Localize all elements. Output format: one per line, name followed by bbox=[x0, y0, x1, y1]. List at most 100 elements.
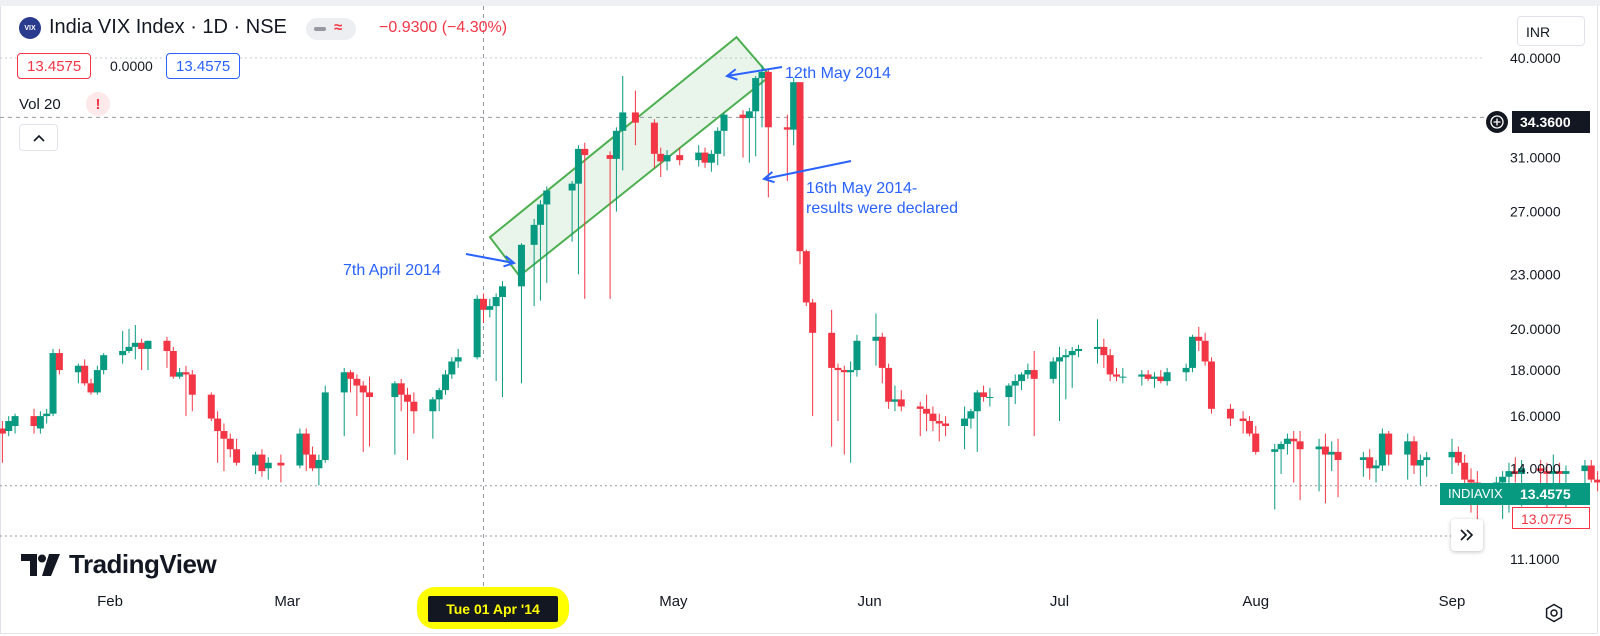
candle-body bbox=[5, 421, 13, 432]
price-tick-label: 14.0000 bbox=[1510, 460, 1561, 476]
candle-body bbox=[650, 122, 658, 154]
chart-mode-toggle[interactable]: ≈ bbox=[306, 18, 356, 40]
candle-body bbox=[397, 383, 405, 395]
candle-body bbox=[714, 130, 722, 154]
candle-body bbox=[619, 112, 627, 131]
candle-body bbox=[93, 370, 101, 393]
candle-body bbox=[1454, 451, 1462, 463]
candle-body bbox=[359, 385, 367, 393]
scroll-to-latest-button[interactable] bbox=[1451, 519, 1483, 551]
candle-body bbox=[1404, 441, 1412, 455]
candle-body bbox=[100, 355, 108, 371]
candle-body bbox=[1296, 441, 1304, 450]
candle-body bbox=[1359, 457, 1367, 461]
candle-body bbox=[55, 353, 63, 371]
candle-body bbox=[752, 78, 760, 112]
annotation-label: 7th April 2014 bbox=[343, 262, 441, 279]
candle-body bbox=[1100, 346, 1108, 356]
candle-body bbox=[1075, 348, 1083, 352]
candle-body bbox=[1018, 374, 1026, 382]
candle-body bbox=[214, 418, 222, 432]
candle-body bbox=[404, 394, 412, 402]
month-tick-label: Sep bbox=[1439, 593, 1466, 610]
candle-body bbox=[1562, 471, 1570, 474]
candles bbox=[0, 64, 1600, 523]
symbol-title[interactable]: India VIX Index · 1D · NSE bbox=[49, 16, 287, 38]
candle-body bbox=[1195, 336, 1203, 341]
candle-body bbox=[1150, 376, 1158, 379]
candle-body bbox=[1113, 374, 1120, 377]
candle-body bbox=[1011, 381, 1019, 386]
candle-body bbox=[315, 460, 323, 469]
candle-body bbox=[961, 418, 969, 426]
price-tick-label: 23.0000 bbox=[1510, 266, 1561, 282]
indicator-label[interactable]: Vol 20 bbox=[19, 96, 61, 113]
candle-body bbox=[74, 365, 82, 373]
buy-price-button[interactable]: 13.4575 bbox=[166, 53, 241, 79]
warning-icon[interactable]: ! bbox=[86, 92, 110, 116]
arrow-12-may-head bbox=[724, 68, 738, 81]
double-chevron-right-icon bbox=[1460, 529, 1474, 541]
candle-body bbox=[1106, 355, 1114, 375]
candle-body bbox=[1587, 465, 1595, 480]
time-axis: Feb Mar May Jun Jul Aug Sep bbox=[97, 593, 1465, 610]
rising-channel-drawing bbox=[488, 35, 772, 278]
candle-body bbox=[517, 244, 525, 287]
annotation-label: 12th May 2014 bbox=[785, 65, 891, 82]
chevron-up-icon bbox=[32, 134, 45, 142]
candle-body bbox=[1461, 462, 1469, 480]
candle-body bbox=[448, 361, 456, 375]
candle-body bbox=[11, 416, 19, 426]
candle-body bbox=[125, 346, 133, 352]
candle-body bbox=[1094, 346, 1102, 349]
candle-body bbox=[847, 370, 855, 373]
sell-price-button[interactable]: 13.4575 bbox=[17, 53, 92, 79]
price-tick-label: 40.0000 bbox=[1510, 50, 1561, 66]
last-price-badge: 13.4575 bbox=[1512, 483, 1590, 505]
candle-body bbox=[1467, 479, 1475, 483]
candle-body bbox=[1005, 385, 1013, 398]
candle-body bbox=[1271, 449, 1279, 452]
candle-body bbox=[1056, 357, 1064, 362]
candle-body bbox=[169, 351, 177, 377]
candle-body bbox=[891, 399, 899, 402]
candle-body bbox=[720, 114, 728, 131]
candle-body bbox=[1321, 446, 1329, 455]
candle-body bbox=[1410, 441, 1418, 466]
candle-body bbox=[1334, 451, 1342, 461]
candle-body bbox=[897, 399, 905, 407]
candle-body bbox=[1049, 361, 1057, 379]
candle-body bbox=[188, 374, 196, 395]
candle-body bbox=[707, 153, 715, 163]
currency-selector[interactable]: INR bbox=[1517, 16, 1585, 46]
candle-body bbox=[1378, 433, 1386, 466]
price-tick-label: 20.0000 bbox=[1510, 321, 1561, 337]
candle-body bbox=[1549, 471, 1557, 474]
candle-body bbox=[182, 372, 190, 375]
candle-body bbox=[1068, 351, 1076, 356]
candle-body bbox=[87, 383, 95, 393]
collapse-legend-button[interactable] bbox=[19, 124, 58, 151]
candle-body bbox=[353, 378, 361, 386]
candle-body bbox=[796, 82, 804, 252]
candle-body bbox=[220, 431, 228, 439]
candle-body bbox=[1511, 471, 1519, 474]
candle-body bbox=[366, 392, 374, 398]
crosshair-price-label: 34.3600 bbox=[1512, 111, 1590, 133]
annotation-label: results were declared bbox=[806, 200, 958, 217]
dash-icon bbox=[314, 27, 326, 31]
candle-body bbox=[783, 127, 791, 130]
candle-body bbox=[226, 438, 234, 450]
candle-body bbox=[1556, 471, 1564, 474]
candle-body bbox=[1144, 374, 1152, 379]
chart-settings-button[interactable] bbox=[1542, 601, 1566, 625]
candle-body bbox=[980, 392, 988, 398]
candle-body bbox=[1328, 451, 1336, 455]
add-alert-plus-icon[interactable] bbox=[1486, 111, 1508, 133]
tradingview-logo[interactable]: TradingView bbox=[21, 549, 217, 580]
candle-body bbox=[1385, 433, 1393, 455]
candle-body bbox=[581, 148, 589, 156]
candle-body bbox=[828, 332, 836, 368]
arrow-16-may-head bbox=[761, 171, 775, 184]
